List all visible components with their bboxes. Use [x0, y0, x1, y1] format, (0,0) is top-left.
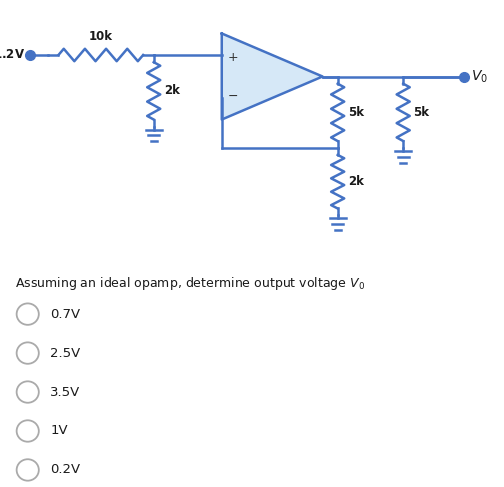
- Polygon shape: [222, 34, 323, 119]
- Text: 5k: 5k: [413, 106, 429, 119]
- Text: V$_i$=1.2V: V$_i$=1.2V: [0, 47, 25, 62]
- Text: 1V: 1V: [50, 425, 68, 437]
- Text: 5k: 5k: [348, 106, 364, 119]
- Text: Assuming an ideal opamp, determine output voltage $V_0$: Assuming an ideal opamp, determine outpu…: [15, 275, 365, 292]
- Text: 2k: 2k: [164, 84, 179, 97]
- Text: 10k: 10k: [89, 30, 113, 43]
- Text: 0.2V: 0.2V: [50, 464, 81, 476]
- Text: 2.5V: 2.5V: [50, 347, 81, 359]
- Text: $-$: $-$: [227, 89, 238, 102]
- Text: 0.7V: 0.7V: [50, 308, 81, 320]
- Text: $V_0$: $V_0$: [471, 68, 488, 85]
- Text: 3.5V: 3.5V: [50, 386, 81, 398]
- Text: 2k: 2k: [348, 175, 363, 188]
- Text: +: +: [227, 51, 238, 64]
